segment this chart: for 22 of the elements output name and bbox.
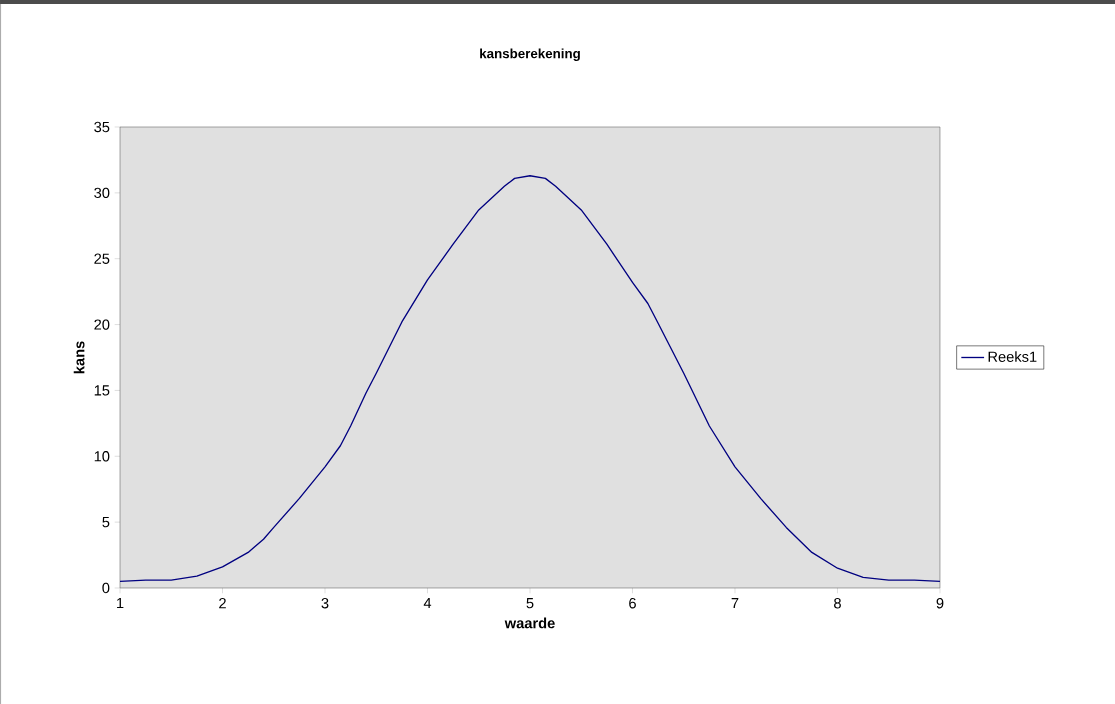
chart-title: kansberekening	[480, 48, 580, 61]
x-tick-label: 3	[321, 598, 329, 609]
y-tick-label: 25	[94, 253, 110, 264]
y-tick-label: 20	[94, 319, 110, 330]
x-tick-label: 5	[526, 598, 534, 609]
x-tick-label: 2	[219, 598, 226, 609]
x-tick-label: 9	[936, 598, 944, 609]
y-tick-label: 0	[102, 582, 110, 594]
y-tick-label: 10	[94, 451, 110, 462]
line-series	[120, 175, 940, 583]
x-axis-title: waarde	[504, 617, 555, 629]
legend-label: Reeks1	[988, 351, 1037, 362]
y-tick-label: 5	[102, 517, 110, 528]
y-tick-label: 30	[94, 187, 110, 199]
y-tick-label: 15	[94, 385, 110, 396]
x-tick-label: 4	[423, 598, 432, 609]
x-tick-label: 1	[117, 598, 124, 609]
y-tick-label: 35	[94, 121, 110, 133]
x-tick-label: 6	[629, 598, 636, 609]
x-tick-label: 8	[834, 598, 841, 609]
x-tick-label: 7	[731, 598, 739, 609]
y-axis-title: kans	[73, 341, 85, 374]
